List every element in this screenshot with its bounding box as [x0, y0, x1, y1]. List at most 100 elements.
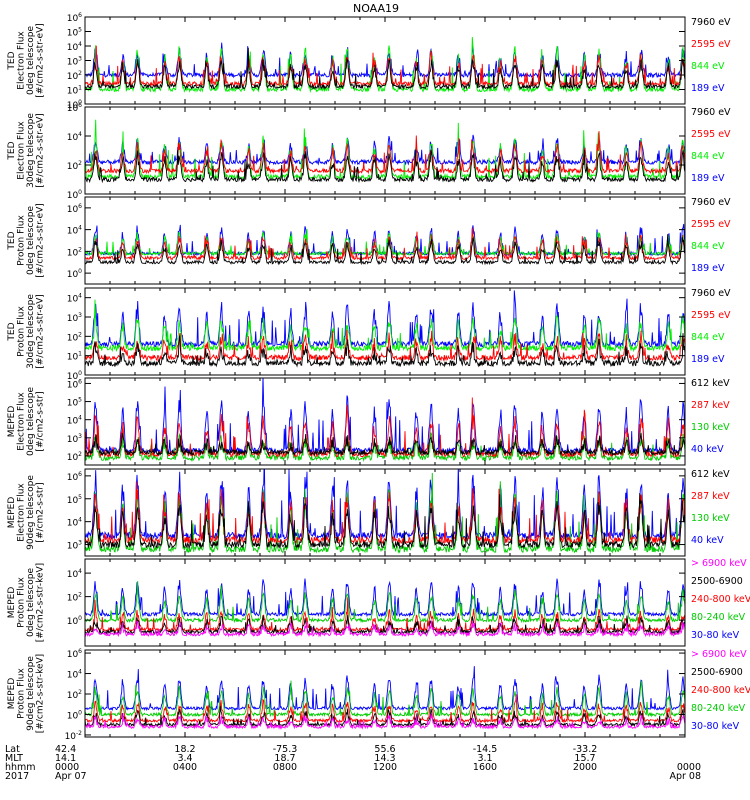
x-tick-label: 2000 [573, 762, 597, 773]
series-line-30-80-kev [85, 578, 685, 618]
legend-entry: 612 keV [691, 378, 730, 389]
y-tick-label: 105 [67, 27, 82, 39]
panel-2-data [85, 119, 685, 184]
legend-entry: 2595 eV [691, 310, 731, 321]
legend-entry: 80-240 keV [691, 612, 746, 623]
legend-entry: 40 keV [691, 444, 724, 455]
legend-entry: 80-240 keV [691, 703, 746, 714]
x-tick-label: 3.1 [477, 753, 492, 764]
legend-entry: 189 eV [691, 263, 725, 274]
legend-entry: 2500-6900 [691, 576, 743, 587]
y-axis-label: TEDProton Flux0deg telescope[#/cm2-s-str… [7, 203, 46, 278]
series-line-2500-6900 [85, 615, 685, 636]
x-tick-label: 1200 [373, 762, 397, 773]
legend-entry: 844 eV [691, 151, 725, 162]
legend-entry: 40 keV [691, 535, 724, 546]
x-row-label: Lat [5, 744, 20, 755]
y-axis-label: TEDProton Flux30deg telescope[#/cm2-s-st… [7, 294, 46, 369]
y-tick-label: 104 [67, 568, 82, 580]
x-tick-label: 1600 [473, 762, 497, 773]
y-axis-label: MEPEDProton Flux90deg telescope[#/cm2-s-… [7, 654, 46, 733]
y-axis-label: MEPEDProton Flux0deg telescope[#/cm2-s-s… [7, 563, 46, 642]
legend: > 6900 keV 2500-6900 240-800 keV 80-240 keV… [691, 649, 750, 732]
y-tick-label: 102 [67, 331, 82, 343]
series-line-2595-ev [85, 131, 685, 175]
series-line-40-kev [85, 378, 685, 455]
panel-1: 100 101 102 103 104 105 106 TEDElectron Flux0de… [7, 12, 731, 111]
x-tick-label: 0400 [173, 762, 197, 773]
series-line-189-ev [85, 223, 685, 257]
y-tick-label: 104 [67, 669, 82, 681]
series-line-30-80-kev [85, 666, 685, 712]
x-tick-label: -33.2 [573, 744, 598, 755]
x-tick-label: -75.3 [273, 744, 298, 755]
series-line--6900-kev [85, 620, 685, 638]
series-line--6900-kev [85, 712, 685, 730]
y-tick-label: 105 [67, 494, 82, 506]
x-row-label: MLT [5, 753, 23, 764]
legend: 7960 eV 2595 eV 844 eV 189 eV [691, 197, 731, 274]
legend-entry: 7960 eV [691, 288, 731, 299]
panel-4: 100 101 102 103 104 TEDProton Flux30deg teles… [7, 287, 731, 382]
panel-3-data [85, 223, 685, 266]
x-tick-label: 0000 [677, 762, 701, 773]
y-tick-label: 100 [67, 370, 82, 382]
legend-entry: 189 eV [691, 173, 725, 184]
series-line-2595-ev [85, 329, 685, 362]
series-line-189-ev [85, 290, 685, 349]
x-tick-label: 3.4 [177, 753, 192, 764]
y-tick-label: 104 [67, 131, 82, 143]
legend-entry: 287 keV [691, 400, 730, 411]
series-line-40-kev [85, 469, 685, 541]
x-tick-label: 18.2 [174, 744, 195, 755]
panel-1-data [85, 36, 685, 94]
y-tick-label: 103 [67, 540, 82, 552]
x-date-label: Apr 07 [55, 771, 87, 782]
legend-entry: 2595 eV [691, 39, 731, 50]
legend: 612 keV 287 keV 130 keV 40 keV [691, 378, 730, 455]
series-line-844-ev [85, 299, 685, 353]
legend: 612 keV 287 keV 130 keV 40 keV [691, 469, 730, 546]
legend-entry: 2595 eV [691, 129, 731, 140]
y-axis-label: MEPEDElectron Flux0deg telescope[#/cm2-s… [7, 387, 46, 457]
legend: 7960 eV 2595 eV 844 eV 189 eV [691, 107, 731, 184]
y-tick-label: 104 [67, 517, 82, 529]
series-line-80-240-kev [85, 680, 685, 718]
series-line-2500-6900 [85, 705, 685, 728]
y-tick-label: 100 [67, 615, 82, 627]
legend-entry: 30-80 keV [691, 630, 740, 641]
y-tick-label: 101 [67, 351, 82, 363]
series-line-2595-ev [85, 45, 685, 88]
y-tick-label: 102 [67, 451, 82, 463]
panel-8-data [85, 666, 685, 730]
x-tick-label: -14.5 [473, 744, 498, 755]
series-line-240-800-kev [85, 694, 685, 724]
series-line-80-240-kev [85, 581, 685, 624]
y-tick-label: 102 [67, 160, 82, 172]
y-tick-label: 101 [67, 85, 82, 97]
y-tick-label: 106 [67, 378, 82, 390]
series-line-7960-ev [85, 149, 685, 184]
legend-entry: 844 eV [691, 332, 725, 343]
x-tick-label: 55.6 [374, 744, 395, 755]
panel-frame [84, 16, 686, 105]
panel-6-data [85, 469, 685, 554]
series-line-130-kev [85, 428, 685, 462]
y-tick-label: 104 [67, 225, 82, 237]
legend-entry: 7960 eV [691, 17, 731, 28]
x-row-label: hhmm [5, 762, 36, 773]
legend-entry: > 6900 keV [691, 649, 747, 660]
panel-5: 102 103 104 105 106 MEPEDElectron Flux0deg te… [7, 377, 730, 466]
panel-4-data [85, 290, 685, 368]
y-tick-label: 104 [67, 293, 82, 305]
y-tick-label: 102 [67, 592, 82, 604]
legend-entry: 7960 eV [691, 107, 731, 118]
series-line-612-kev [85, 493, 685, 550]
chart-title: NOAA19 [353, 2, 399, 15]
x-tick-label: 0800 [273, 762, 297, 773]
y-tick-label: 106 [67, 102, 82, 114]
y-axis-label: TEDElectron Flux30deg telescope[#/cm2-s-… [7, 113, 46, 188]
panel-6: 103 104 105 106 MEPEDElectron Flux90deg tele… [7, 468, 730, 557]
